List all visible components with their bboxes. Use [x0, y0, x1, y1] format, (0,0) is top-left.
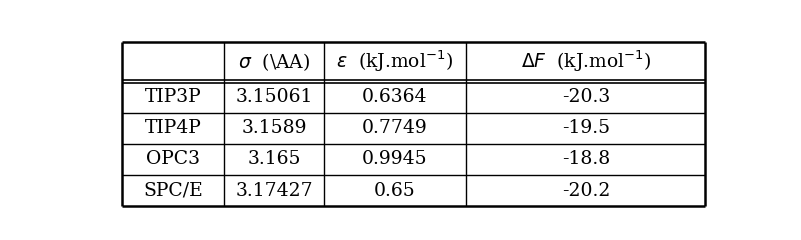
Text: $\sigma$  (\AA): $\sigma$ (\AA) — [238, 51, 310, 72]
Text: 3.15061: 3.15061 — [235, 88, 312, 106]
Text: $\epsilon$  (kJ.mol$^{-1}$): $\epsilon$ (kJ.mol$^{-1}$) — [336, 49, 453, 74]
Text: 0.6364: 0.6364 — [362, 88, 428, 106]
Text: 0.9945: 0.9945 — [362, 150, 428, 168]
Text: SPC/E: SPC/E — [143, 182, 203, 200]
Text: TIP4P: TIP4P — [145, 119, 201, 137]
Text: OPC3: OPC3 — [146, 150, 200, 168]
Text: -18.8: -18.8 — [562, 150, 610, 168]
Text: -20.2: -20.2 — [562, 182, 610, 200]
Text: 0.7749: 0.7749 — [362, 119, 428, 137]
Text: 3.17427: 3.17427 — [235, 182, 312, 200]
Text: $\Delta F$  (kJ.mol$^{-1}$): $\Delta F$ (kJ.mol$^{-1}$) — [521, 49, 651, 74]
Text: -20.3: -20.3 — [562, 88, 610, 106]
Text: 3.165: 3.165 — [248, 150, 300, 168]
Text: 0.65: 0.65 — [374, 182, 416, 200]
Text: -19.5: -19.5 — [562, 119, 610, 137]
Text: 3.1589: 3.1589 — [241, 119, 307, 137]
Text: TIP3P: TIP3P — [145, 88, 201, 106]
